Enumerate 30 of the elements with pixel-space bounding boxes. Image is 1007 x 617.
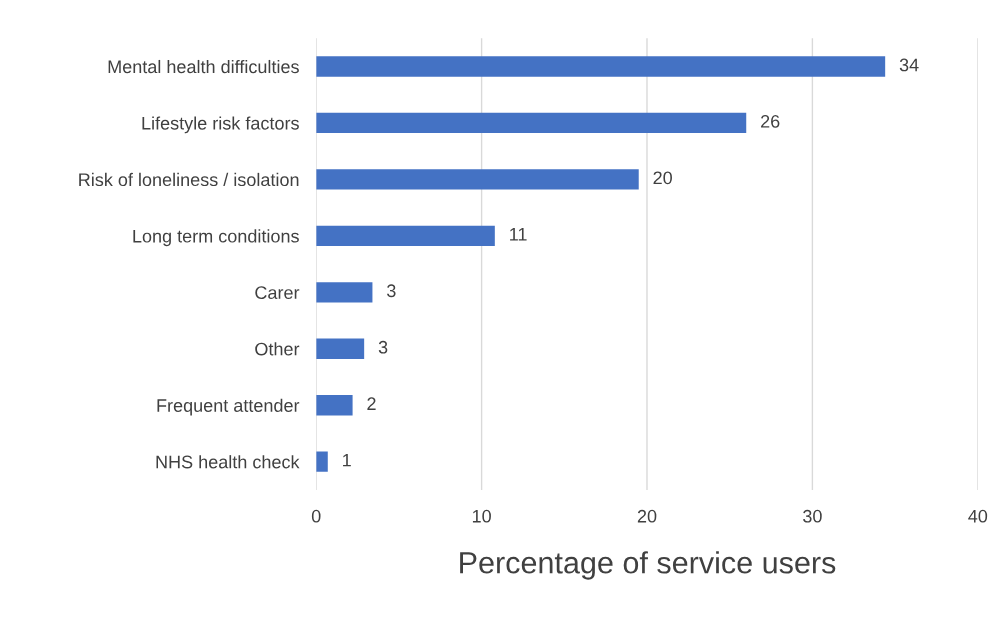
- bar: [316, 338, 365, 359]
- x-tick-label: 20: [637, 509, 657, 523]
- bar: [316, 169, 639, 190]
- bar: [316, 56, 886, 77]
- y-tick-label: Frequent attender: [157, 398, 300, 416]
- data-label: 1: [343, 453, 351, 467]
- x-tick-label: 0: [311, 509, 321, 523]
- bar: [316, 395, 353, 416]
- data-label: 3: [387, 284, 396, 298]
- y-tick-label: Other: [255, 342, 300, 356]
- y-tick-label: Carer: [255, 286, 300, 300]
- data-label: 2: [367, 397, 376, 410]
- bar: [316, 112, 747, 134]
- y-tick-label: Mental health difficulties: [108, 59, 299, 74]
- data-label: 20: [653, 171, 672, 185]
- data-label: 26: [761, 115, 780, 128]
- y-tick-label: Risk of loneliness / isolation: [79, 172, 299, 187]
- y-tick-label: NHS health check: [156, 455, 300, 469]
- x-tick-label: 30: [803, 509, 822, 523]
- data-label: 34: [899, 58, 919, 72]
- x-tick-label: 10: [472, 509, 491, 523]
- y-tick-label: Long term conditions: [133, 229, 299, 247]
- data-label: 11: [510, 228, 527, 241]
- data-label: 3: [378, 340, 388, 354]
- x-axis-title: Percentage of service users: [460, 551, 836, 580]
- bar: [316, 451, 328, 472]
- bar: [316, 282, 373, 303]
- y-tick-label: Lifestyle risk factors: [142, 116, 299, 134]
- bar: [316, 225, 495, 247]
- x-tick-label: 40: [968, 509, 988, 523]
